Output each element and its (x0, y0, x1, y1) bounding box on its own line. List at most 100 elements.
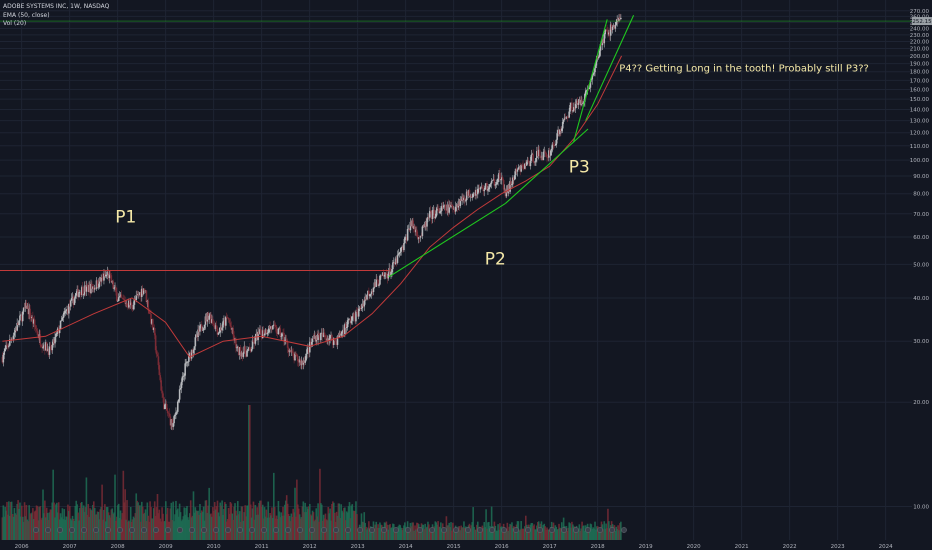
volume-bar (303, 512, 306, 540)
volume-bar (62, 519, 65, 540)
candle-body (260, 329, 262, 334)
time-axis[interactable]: 2006 2007 2008 2009 2010 2011 2012 2013 2014 2015… (15, 544, 893, 550)
volume-bar (10, 501, 13, 540)
candle-body (457, 201, 460, 208)
volume-bar (435, 522, 438, 540)
volume-bar (453, 529, 456, 540)
candle-body (69, 300, 72, 307)
candle-body (404, 237, 407, 238)
volume-bar (184, 514, 186, 540)
candle-body (463, 197, 465, 201)
candle-body (272, 324, 275, 326)
candle-body (582, 102, 584, 104)
volume-bar (116, 505, 119, 540)
volume-bar (55, 504, 57, 540)
volume-bar (220, 505, 222, 540)
volume-bar (433, 526, 436, 540)
candle-body (482, 188, 485, 192)
volume-bar (144, 509, 147, 540)
candle-body (277, 328, 280, 335)
earnings-marker (273, 527, 279, 533)
price-tick-label: 200.00 (910, 54, 930, 60)
volume-bar (440, 522, 442, 540)
volume-bar (356, 514, 358, 540)
candle-body (231, 328, 234, 330)
candle-body (316, 336, 318, 340)
volume-bar (605, 523, 607, 540)
candle-body (103, 273, 105, 281)
volume-bar (188, 519, 190, 540)
earnings-marker (249, 527, 255, 533)
candle-body (542, 151, 545, 161)
candle-body (116, 292, 118, 302)
candle-body (49, 346, 52, 347)
volume-bar (29, 513, 31, 540)
candle-body (479, 187, 482, 190)
volume-bar (162, 513, 164, 540)
candle-body (310, 341, 313, 345)
price-axis[interactable]: 10.00 20.00 30.00 40.00 50.00 60.00 70.00 80.00… (910, 9, 930, 511)
candle-body (359, 307, 362, 310)
candle-body (546, 156, 548, 158)
candle-body (588, 87, 591, 90)
candle-body (315, 336, 318, 342)
candle-body (123, 299, 126, 301)
candle-body (3, 351, 6, 355)
candle-body (514, 168, 517, 176)
volume-bar (51, 502, 54, 540)
ema-indicator-label[interactable]: EMA (50, close) (3, 11, 50, 19)
volume-bar (526, 530, 529, 540)
volume-bar (416, 522, 418, 540)
volume-bar (444, 527, 447, 540)
candle-body (353, 313, 355, 318)
volume-bar (148, 521, 150, 540)
volume-bar (261, 504, 264, 540)
price-candles (1, 13, 622, 431)
candle-body (88, 285, 90, 292)
candle-body (618, 17, 620, 22)
last-price-label-text: 252.15 (912, 19, 932, 25)
earnings-marker (201, 527, 207, 533)
volume-bar (277, 500, 280, 540)
candle-body (345, 327, 348, 328)
earnings-marker (225, 527, 231, 533)
candle-body (187, 361, 189, 363)
candle-body (449, 204, 451, 208)
candle-body (85, 285, 88, 292)
volume-bar (535, 529, 537, 540)
candle-body (210, 314, 212, 323)
volume-bar (265, 509, 268, 540)
candle-body (402, 246, 404, 251)
volume-bar (619, 523, 621, 540)
volume-bar (599, 530, 602, 540)
candle-body (601, 39, 604, 46)
volume-indicator-label[interactable]: Vol (20) (3, 20, 27, 27)
volume-bar (362, 522, 365, 540)
volume-bar (298, 514, 301, 540)
volume-bar (8, 515, 11, 540)
volume-bar (178, 503, 181, 540)
candle-body (389, 267, 391, 276)
candle-body (356, 311, 358, 312)
candle-body (21, 311, 24, 322)
symbol-title[interactable]: ADOBE SYSTEMS INC, 1W, NASDAQ (3, 3, 110, 10)
volume-bar (503, 530, 506, 540)
candle-body (559, 129, 561, 135)
candle-body (268, 325, 270, 333)
volume-bar (494, 525, 497, 540)
candle-body (356, 311, 359, 317)
volume-bar (456, 529, 459, 540)
volume-bar (387, 529, 390, 540)
volume-bar (564, 530, 567, 540)
candle-body (255, 333, 258, 337)
earnings-marker (165, 527, 171, 533)
candle-body (521, 164, 523, 166)
chart-legend: ADOBE SYSTEMS INC, 1W, NASDAQ EMA (50, c… (3, 3, 109, 29)
candle-body (61, 318, 64, 321)
volume-bar (296, 504, 299, 540)
candle-body (615, 21, 618, 25)
earnings-marker (129, 527, 135, 533)
volume-bar (464, 527, 466, 540)
volume-bar (282, 506, 284, 540)
